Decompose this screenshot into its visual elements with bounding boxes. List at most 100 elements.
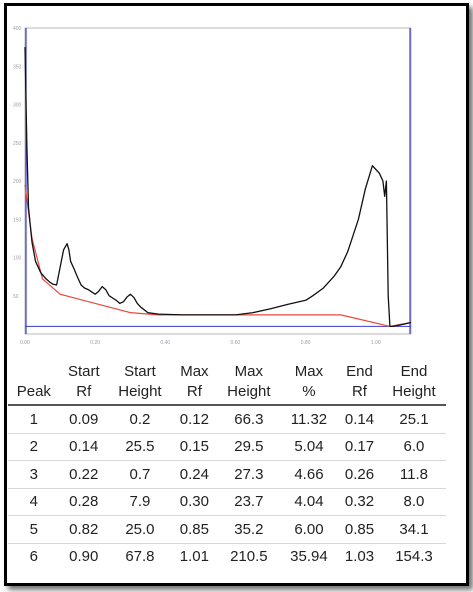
x-tick-labels: 0.00 0.20 0.40 0.60 0.80 1.00 [20, 340, 381, 346]
x-tick-label: 1.00 [371, 340, 381, 346]
peak-table: Peak Start Rf Start Height Max Rf Max Height Max%… [8, 362, 446, 570]
table-cell: 4 [8, 488, 60, 516]
x-tick-label: 0.60 [231, 340, 241, 346]
table-cell: 11.8 [381, 460, 446, 489]
table-cell: 6 [29, 548, 38, 566]
table-cell: 0.32 [337, 488, 382, 516]
table-cell: 6.0 [381, 433, 446, 461]
table-cell: 0.7 [107, 460, 172, 489]
table-row: 2 0.14 25.5 0.15 29.5 5.04 0.17 6.0 [8, 433, 446, 461]
table-cell: 2 [8, 433, 60, 461]
column-header: Max Height [216, 362, 281, 406]
table-cell: 6.00 [280, 515, 338, 544]
y-tick-label: 50 [13, 294, 19, 300]
table-cell: 4.04 [280, 488, 338, 516]
y-tick-label: 300 [13, 103, 22, 109]
column-header: Start Height [107, 362, 172, 406]
table-cell: 66.3 [216, 405, 281, 434]
table-row: 3 0.22 0.7 0.24 27.3 4.66 0.26 11.8 [8, 460, 446, 489]
column-header-line: % [302, 383, 316, 400]
table-cell: 8.0 [381, 488, 446, 516]
table-row: 1 0.09 0.2 0.12 66.3 11.32 0.14 25.1 [8, 405, 446, 434]
table-cell: 27.3 [216, 460, 281, 489]
table-row: 4 0.28 7.9 0.30 23.7 4.04 0.32 8.0 [8, 488, 446, 516]
column-header: Peak [8, 362, 60, 406]
table-cell: 0.85 [337, 515, 382, 544]
table-cell: 0.22 [59, 460, 108, 489]
column-header-line [10, 362, 58, 382]
x-tick-label: 0.00 [20, 340, 30, 346]
column-header: End Rf [337, 362, 382, 406]
table-cell: 5 [8, 515, 60, 544]
column-header: Max Rf [171, 362, 217, 406]
column-header-line: Rf [186, 383, 202, 400]
column-header-line: Height [227, 383, 271, 400]
x-tick-label: 0.40 [160, 340, 170, 346]
plot-frame [24, 27, 412, 335]
table-cell: 0.30 [171, 488, 217, 516]
baseline-series-line [24, 184, 412, 328]
table-cell: 0.14 [337, 405, 382, 434]
table-cell: 25.5 [107, 433, 172, 461]
table-cell: 0.90 [69, 548, 99, 566]
column-header: Max% [280, 362, 338, 406]
table-cell: 1.01 [179, 548, 209, 566]
table-cell: 67.8 [125, 548, 155, 566]
column-header-line: Max [180, 363, 209, 380]
chromatogram-chart: 400 350 300 250 200 150 100 50 0.00 0.20 0.40 0.60… [13, 26, 412, 346]
y-tick-label: 400 [13, 26, 22, 32]
table-cell: 0.24 [171, 460, 217, 489]
table-cell: 34.1 [381, 515, 446, 544]
table-cell: 7.9 [107, 488, 172, 516]
table-cell: 0.09 [59, 405, 108, 434]
column-header: End Height [381, 362, 446, 406]
column-header-line: Height [392, 383, 436, 400]
axis-markers [25, 28, 411, 334]
column-header-line: Max [294, 363, 324, 380]
table-cell: 0.15 [171, 433, 217, 461]
table-cell: 210.5 [230, 548, 268, 566]
column-header-line: End [346, 363, 373, 380]
table-cell: 5.04 [280, 433, 338, 461]
table-cell: 35.2 [216, 515, 281, 544]
column-header: Start Rf [59, 362, 108, 406]
table-cell: 1 [8, 405, 60, 434]
y-tick-labels: 400 350 300 250 200 150 100 50 [13, 26, 22, 300]
table-cell: 25.1 [381, 405, 446, 434]
table-cell: 4.66 [280, 460, 338, 489]
column-header-line: Max [234, 363, 264, 380]
table-row: 6 0.90 67.8 1.01 210.5 35.94 1.03 154.3 [8, 543, 446, 570]
table-cell: 29.5 [216, 433, 281, 461]
y-tick-label: 350 [13, 64, 22, 70]
table-cell: 0.26 [337, 460, 382, 489]
column-header-line: End [400, 363, 428, 380]
x-tick-label: 0.20 [90, 340, 100, 346]
signal-series-line [24, 47, 412, 328]
column-header-line: Start [124, 363, 156, 380]
table-cell: 0.17 [337, 433, 382, 461]
table-cell: 0.28 [59, 488, 108, 516]
peak-table-header: Peak Start Rf Start Height Max Rf Max Height Max%… [8, 362, 446, 406]
table-cell: 0.85 [171, 515, 217, 544]
table-cell: 3 [8, 460, 60, 489]
table-cell: 154.3 [395, 548, 433, 566]
table-cell: 23.7 [216, 488, 281, 516]
table-cell: 35.94 [290, 548, 328, 566]
table-cell: 25.0 [107, 515, 172, 544]
column-header-line: Peak [16, 383, 51, 400]
column-header-line: Height [118, 383, 162, 400]
peak-table-body: 1 0.09 0.2 0.12 66.3 11.32 0.14 25.1 2 0.14 25.5 0.… [8, 405, 446, 570]
column-header-line: Rf [351, 383, 367, 400]
x-tick-label: 0.80 [301, 340, 311, 346]
column-header-line: Rf [76, 383, 92, 400]
table-row: 5 0.82 25.0 0.85 35.2 6.00 0.85 34.1 [8, 515, 446, 544]
y-tick-label: 250 [13, 141, 22, 147]
column-header-line: Start [67, 363, 100, 380]
y-tick-label: 200 [13, 179, 22, 185]
y-tick-label: 150 [13, 217, 22, 223]
table-cell: 1.03 [344, 548, 375, 566]
table-cell: 0.82 [59, 515, 108, 544]
table-cell: 11.32 [280, 405, 338, 434]
table-cell: 0.14 [59, 433, 108, 461]
y-tick-label: 100 [13, 256, 22, 262]
